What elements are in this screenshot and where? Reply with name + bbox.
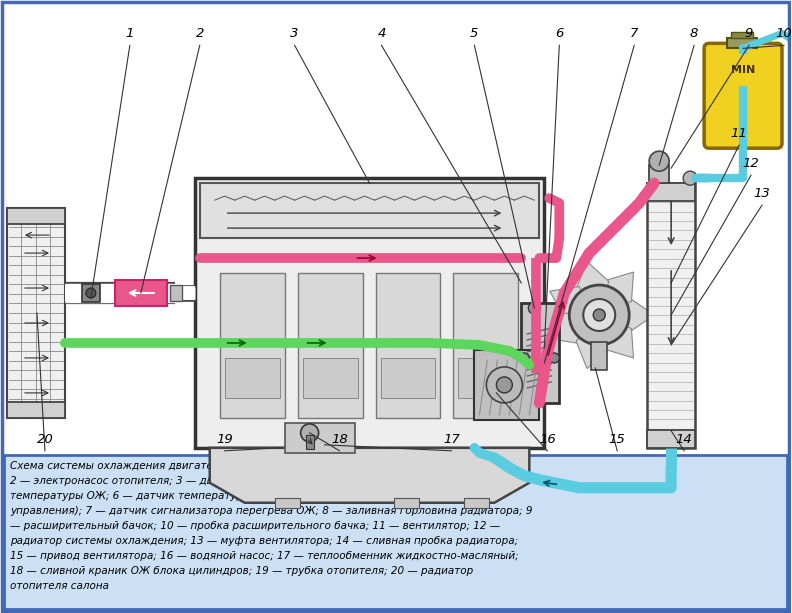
Circle shape [520, 353, 529, 363]
Bar [195, 178, 544, 448]
Text: — расширительный бачок; 10 — пробка расширительного бачка; 11 — вентилятор; 12 —: — расширительный бачок; 10 — пробка расш… [10, 520, 500, 531]
Text: 5: 5 [470, 28, 478, 40]
Bar [7, 208, 65, 418]
Text: 11: 11 [731, 128, 748, 140]
Text: 16: 16 [539, 433, 556, 446]
Polygon shape [576, 315, 609, 368]
Bar [7, 208, 65, 224]
Text: отопителя салона: отопителя салона [10, 581, 109, 591]
Text: 4: 4 [377, 28, 386, 40]
Bar [649, 165, 669, 183]
Polygon shape [550, 287, 600, 317]
Polygon shape [550, 313, 600, 343]
Text: 8: 8 [690, 28, 699, 40]
Bar [474, 350, 539, 420]
Text: MIN: MIN [731, 66, 756, 75]
Bar [306, 435, 314, 449]
Bar [225, 358, 280, 398]
Bar [219, 273, 284, 418]
Text: 15: 15 [609, 433, 626, 446]
Bar [727, 39, 757, 48]
Polygon shape [600, 299, 654, 332]
Text: 7: 7 [630, 28, 638, 40]
Circle shape [86, 288, 96, 298]
Circle shape [649, 151, 669, 171]
Bar [303, 358, 357, 398]
Text: 19: 19 [216, 433, 233, 446]
Circle shape [569, 285, 629, 345]
Text: 2 — электронасос отопителя; 3 — двигатель; 4 — термостат; 5 — датчик указателя: 2 — электронасос отопителя; 3 — двигател… [10, 476, 472, 485]
Bar [454, 273, 518, 418]
Bar [592, 342, 607, 370]
Bar [275, 498, 299, 508]
Circle shape [486, 367, 523, 403]
Text: температуры ОЖ; 6 — датчик температуры охлаждающей жидкости (системы: температуры ОЖ; 6 — датчик температуры о… [10, 491, 446, 501]
FancyBboxPatch shape [704, 44, 782, 148]
Bar [82, 284, 100, 302]
Bar [375, 273, 440, 418]
Text: 12: 12 [743, 157, 760, 170]
Circle shape [583, 299, 615, 331]
Text: Схема системы охлаждения двигателя на автомобилях УАЗ: 1 — краник отопителя сало: Схема системы охлаждения двигателя на ав… [10, 461, 515, 471]
Text: 17: 17 [443, 433, 460, 446]
Bar [7, 402, 65, 418]
Text: 3: 3 [291, 28, 299, 40]
Text: 18 — сливной краник ОЖ блока цилиндров; 19 — трубка отопителя; 20 — радиатор: 18 — сливной краник ОЖ блока цилиндров; … [10, 566, 474, 576]
Bar [459, 358, 513, 398]
Bar [464, 498, 489, 508]
Polygon shape [210, 448, 529, 503]
Polygon shape [576, 261, 609, 315]
Bar [394, 498, 420, 508]
Bar [380, 358, 436, 398]
Bar [521, 303, 559, 403]
Polygon shape [600, 272, 634, 315]
Text: 10: 10 [775, 28, 792, 40]
Bar [731, 32, 753, 39]
Bar [647, 430, 695, 448]
Circle shape [683, 171, 697, 185]
Text: радиатор системы охлаждения; 13 — муфта вентилятора; 14 — сливная пробка радиато: радиатор системы охлаждения; 13 — муфта … [10, 536, 518, 546]
Text: 20: 20 [36, 433, 53, 446]
Circle shape [497, 377, 512, 393]
Bar [647, 183, 695, 448]
Text: 15 — привод вентилятора; 16 — водяной насос; 17 — теплообменник жидкостно-маслян: 15 — привод вентилятора; 16 — водяной на… [10, 550, 519, 561]
Text: 9: 9 [744, 28, 753, 40]
Text: 6: 6 [555, 28, 563, 40]
Bar [4, 455, 787, 609]
Bar [169, 285, 182, 301]
Text: 2: 2 [196, 28, 204, 40]
Text: 13: 13 [754, 187, 771, 200]
Bar [284, 423, 355, 453]
Bar [298, 273, 363, 418]
Bar [200, 183, 539, 238]
Text: 18: 18 [331, 433, 348, 446]
Text: управления); 7 — датчик сигнализатора перегрева ОЖ; 8 — заливная горловина радиа: управления); 7 — датчик сигнализатора пе… [10, 506, 532, 516]
Circle shape [528, 302, 540, 314]
Text: 1: 1 [126, 28, 134, 40]
Circle shape [301, 424, 318, 442]
Text: 14: 14 [676, 433, 692, 446]
Circle shape [550, 353, 559, 363]
Circle shape [593, 309, 605, 321]
Bar [115, 280, 167, 306]
Polygon shape [600, 315, 634, 358]
Bar [647, 183, 695, 201]
